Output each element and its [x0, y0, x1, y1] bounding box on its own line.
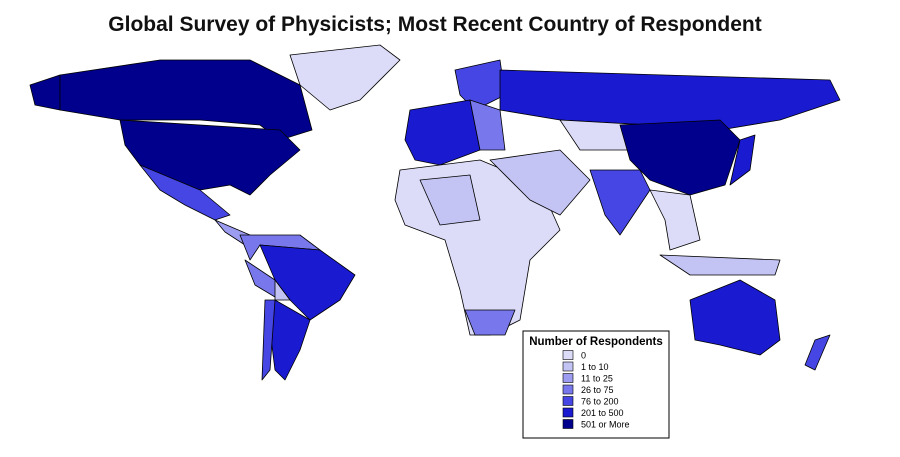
legend-label: 76 to 200 [581, 397, 619, 407]
country [119, 119, 301, 196]
legend-label: 0 [581, 351, 586, 361]
world-map [29, 44, 841, 381]
country [469, 99, 506, 151]
legend-label: 26 to 75 [581, 385, 614, 395]
legend-label: 1 to 10 [581, 362, 609, 372]
legend-swatch [562, 384, 574, 395]
country [489, 149, 591, 216]
legend-swatch [562, 350, 574, 360]
legend-label: 201 to 500 [581, 408, 624, 418]
legend-swatch [562, 361, 574, 372]
country [404, 99, 481, 166]
country [729, 134, 756, 186]
legend-swatch [562, 373, 574, 383]
legend-label: 501 or More [581, 420, 630, 430]
country [649, 189, 701, 251]
legend-swatch [562, 407, 574, 418]
country [261, 299, 276, 381]
country [29, 74, 61, 111]
legend-swatch [562, 419, 574, 429]
country [274, 279, 291, 301]
legend-title: Number of Respondents [529, 336, 663, 348]
country [659, 254, 781, 276]
country [289, 44, 401, 111]
country [619, 119, 741, 196]
legend-box [522, 330, 670, 439]
country [454, 59, 506, 111]
legend: Number of Respondents 01 to 10 11 to 2526… [522, 330, 670, 439]
country [419, 174, 481, 226]
legend-swatch [562, 396, 574, 406]
country [689, 279, 781, 356]
map-title: Global Survey of Physicists; Most Recent… [108, 13, 761, 36]
country [804, 334, 831, 371]
legend-label: 11 to 25 [581, 374, 613, 384]
country [499, 69, 841, 131]
country [464, 309, 516, 336]
country [589, 169, 651, 236]
